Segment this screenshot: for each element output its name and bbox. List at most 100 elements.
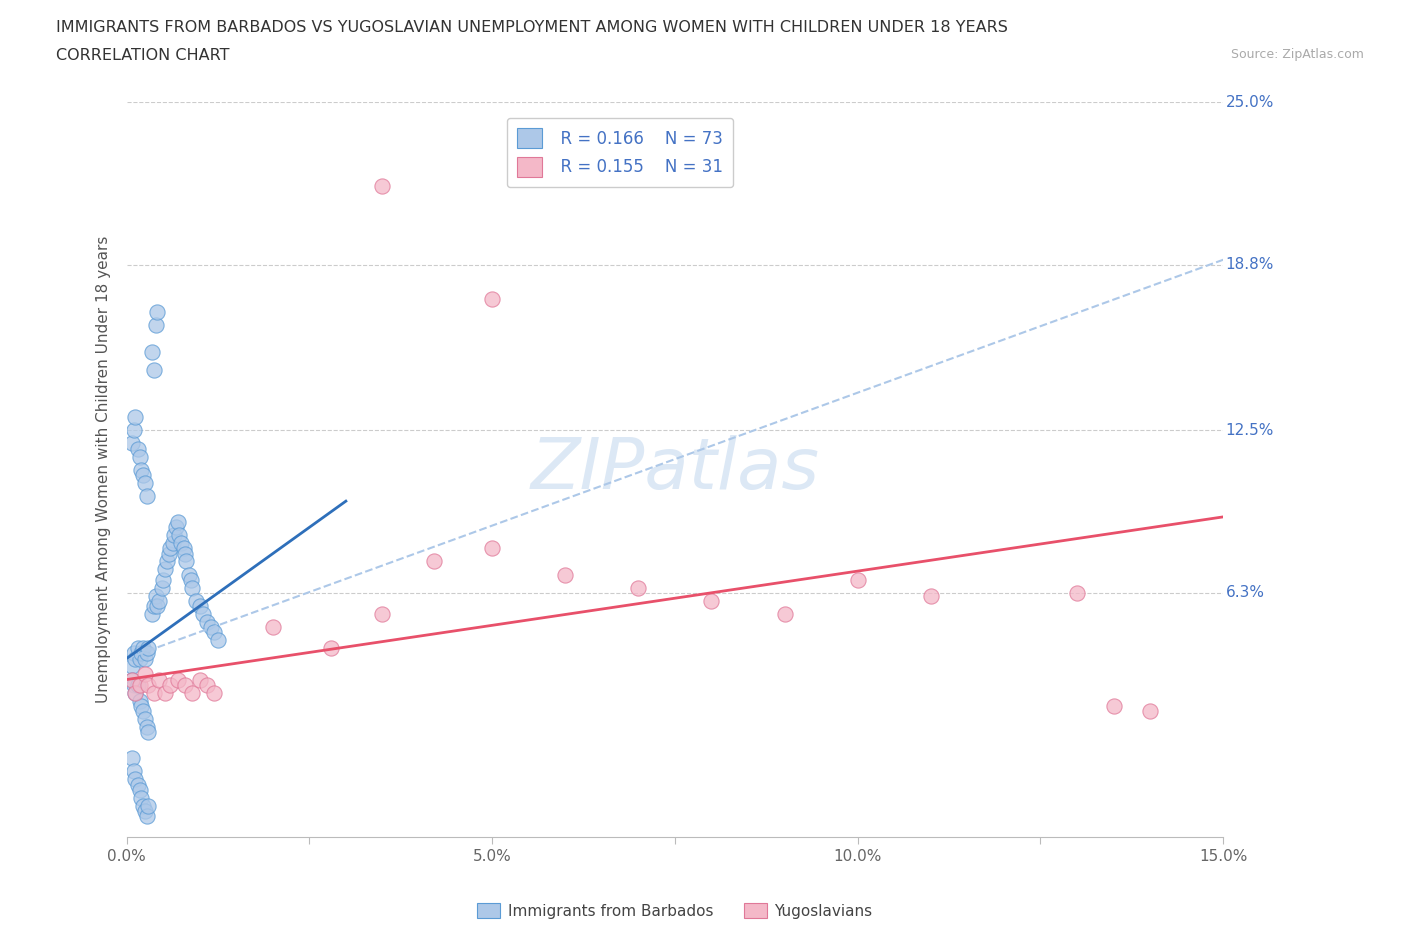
Point <box>554 567 576 582</box>
Point <box>122 764 145 778</box>
Point <box>159 541 181 556</box>
Point <box>627 580 650 595</box>
Point <box>136 488 159 503</box>
Point <box>124 772 146 787</box>
Point <box>481 292 503 307</box>
Point <box>166 672 188 687</box>
Point <box>262 619 284 634</box>
Point <box>131 798 153 813</box>
Text: 12.5%: 12.5% <box>1226 423 1274 438</box>
Point <box>121 672 143 687</box>
Point <box>138 798 160 813</box>
Point <box>153 685 176 700</box>
Point <box>176 554 198 569</box>
Point <box>371 606 394 621</box>
Point <box>145 588 167 603</box>
Point <box>202 625 225 640</box>
Point <box>174 546 197 561</box>
Point <box>148 672 170 687</box>
Point <box>165 520 187 535</box>
Point <box>141 344 163 359</box>
Point <box>200 619 222 634</box>
Point <box>124 651 146 666</box>
Point <box>122 677 145 692</box>
Point <box>184 593 207 608</box>
Point <box>134 711 156 726</box>
Point <box>1102 698 1125 713</box>
Point <box>129 462 152 477</box>
Point <box>181 580 204 595</box>
Point <box>1139 704 1161 719</box>
Point <box>174 677 197 692</box>
Text: CORRELATION CHART: CORRELATION CHART <box>56 48 229 63</box>
Point <box>127 777 149 792</box>
Point <box>136 808 159 823</box>
Point <box>127 441 149 456</box>
Text: 25.0%: 25.0% <box>1226 95 1274 110</box>
Point <box>128 782 150 797</box>
Text: IMMIGRANTS FROM BARBADOS VS YUGOSLAVIAN UNEMPLOYMENT AMONG WOMEN WITH CHILDREN U: IMMIGRANTS FROM BARBADOS VS YUGOSLAVIAN … <box>56 20 1008 35</box>
Point <box>481 541 503 556</box>
Text: Source: ZipAtlas.com: Source: ZipAtlas.com <box>1230 48 1364 61</box>
Point <box>159 677 181 692</box>
Point <box>128 651 150 666</box>
Point <box>166 514 188 529</box>
Point <box>127 641 149 656</box>
Point <box>150 580 173 595</box>
Point <box>146 305 169 320</box>
Point <box>195 615 218 630</box>
Point <box>129 698 152 713</box>
Point <box>141 606 163 621</box>
Point <box>156 554 179 569</box>
Point <box>143 363 166 378</box>
Point <box>134 475 156 490</box>
Point <box>167 528 190 543</box>
Point <box>422 554 444 569</box>
Point <box>121 751 143 765</box>
Point <box>124 410 146 425</box>
Point <box>131 641 153 656</box>
Point <box>920 588 942 603</box>
Point <box>146 599 169 614</box>
Point <box>162 536 184 551</box>
Point <box>134 804 156 818</box>
Point <box>153 562 176 577</box>
Point <box>173 541 195 556</box>
Point <box>128 677 150 692</box>
Point <box>170 536 193 551</box>
Point <box>846 572 869 588</box>
Point <box>131 468 153 483</box>
Point <box>127 677 149 692</box>
Point <box>122 645 145 660</box>
Point <box>138 641 160 656</box>
Point <box>129 645 152 660</box>
Point <box>371 179 394 193</box>
Point <box>138 677 160 692</box>
Point <box>188 599 211 614</box>
Point <box>148 593 170 608</box>
Point <box>700 593 723 608</box>
Point <box>136 720 159 735</box>
Point <box>124 685 146 700</box>
Text: 18.8%: 18.8% <box>1226 258 1274 272</box>
Point <box>177 567 200 582</box>
Text: ZIPatlas: ZIPatlas <box>530 435 820 504</box>
Point <box>321 641 343 656</box>
Point <box>193 606 215 621</box>
Point <box>122 423 145 438</box>
Point <box>128 449 150 464</box>
Point <box>124 685 146 700</box>
Point <box>163 528 186 543</box>
Point <box>180 572 202 588</box>
Point <box>136 645 159 660</box>
Point <box>195 677 218 692</box>
Point <box>129 790 152 805</box>
Point <box>773 606 796 621</box>
Point <box>121 672 143 687</box>
Point <box>202 685 225 700</box>
Point <box>134 667 156 682</box>
Text: 6.3%: 6.3% <box>1226 586 1264 601</box>
Point <box>131 704 153 719</box>
Point <box>138 724 160 739</box>
Point <box>207 632 229 647</box>
